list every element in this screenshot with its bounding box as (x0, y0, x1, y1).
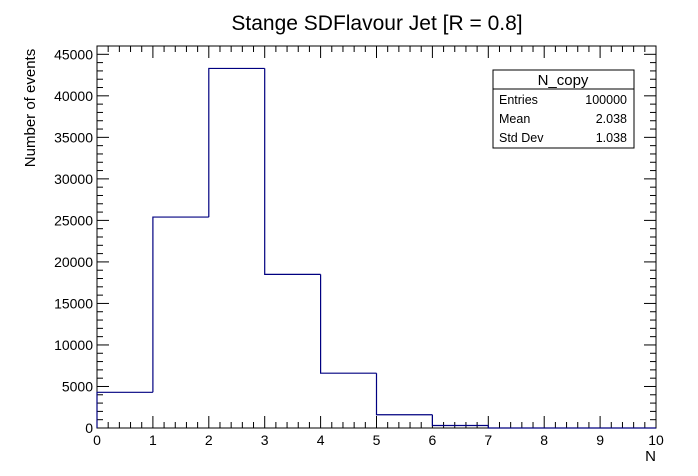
x-axis-ticks (96, 46, 657, 428)
y-tick-label: 0 (85, 420, 93, 436)
x-tick-label: 1 (149, 432, 157, 448)
histogram-bin (320, 274, 377, 374)
histogram-bin (431, 414, 489, 427)
histogram-bin (152, 216, 209, 393)
stats-box-frame (492, 69, 635, 149)
y-tick-label: 10000 (54, 337, 93, 353)
histogram-bin (208, 67, 265, 218)
y-axis-ticks (97, 45, 656, 429)
chart-title: Stange SDFlavour Jet [R = 0.8] (231, 12, 522, 35)
x-tick-label: 8 (540, 432, 548, 448)
histogram-bin (264, 68, 321, 275)
histogram-bin (96, 391, 153, 428)
y-tick-label: 30000 (54, 171, 93, 187)
stats-label-mean: Mean (499, 112, 530, 126)
x-tick-label: 10 (648, 432, 664, 448)
y-tick-label: 25000 (54, 212, 93, 228)
y-tick-label: 15000 (54, 295, 93, 311)
histogram-bin (487, 425, 545, 429)
y-tick-label: 5000 (62, 378, 93, 394)
x-tick-label: 4 (317, 432, 325, 448)
stats-box: N_copy Entries 100000 Mean 2.038 Std Dev… (492, 69, 635, 149)
histogram-bin (375, 373, 433, 416)
y-tick-label: 45000 (54, 46, 93, 62)
y-axis-label: Number of events (22, 49, 39, 167)
x-tick-label: 3 (261, 432, 269, 448)
histogram-bars (96, 67, 656, 429)
stats-box-title: N_copy (538, 72, 589, 89)
y-tick-label: 35000 (54, 129, 93, 145)
stats-label-stddev: Std Dev (499, 131, 544, 145)
y-tick-label: 20000 (54, 254, 93, 270)
x-tick-label: 6 (429, 432, 437, 448)
x-tick-label: 9 (596, 432, 604, 448)
stats-value-mean: 2.038 (596, 112, 627, 126)
stats-value-stddev: 1.038 (596, 131, 627, 145)
x-tick-label: 2 (205, 432, 213, 448)
stats-label-entries: Entries (499, 93, 538, 107)
x-axis-label: N (645, 448, 656, 465)
x-tick-label: 0 (93, 432, 101, 448)
y-axis-tick-labels: 0 5000 10000 15000 20000 25000 30000 35000 40000… (54, 46, 93, 436)
x-axis-tick-labels: 0 1 2 3 4 5 6 7 8 9 10 (93, 432, 664, 448)
x-tick-label: 7 (484, 432, 492, 448)
x-tick-label: 5 (373, 432, 381, 448)
stats-value-entries: 100000 (585, 93, 627, 107)
y-tick-label: 40000 (54, 88, 93, 104)
